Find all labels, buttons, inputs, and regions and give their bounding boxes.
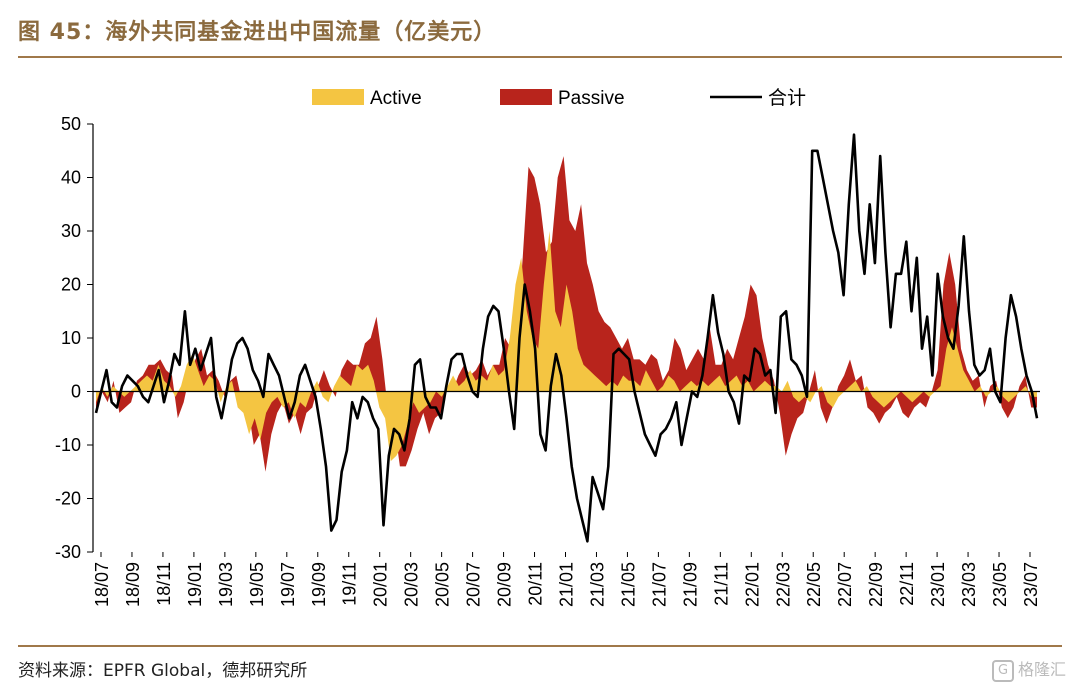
- x-tick-label: 23/05: [990, 562, 1010, 607]
- x-tick-label: 19/05: [247, 562, 267, 607]
- y-tick-label: 20: [61, 275, 81, 295]
- top-rule: [18, 56, 1062, 58]
- series-line-total: [94, 133, 1039, 543]
- flow-chart: Active Passive 合计 -30 -20 -10 0 10 20 30 40 50 18/0…: [55, 87, 1041, 607]
- bottom-rule: [18, 645, 1062, 647]
- legend-swatch-1: [500, 89, 552, 105]
- legend-label-2: 合计: [768, 87, 806, 109]
- x-tick-label: 22/01: [742, 562, 762, 607]
- series-area-active: [96, 231, 1037, 462]
- x-tick-label: 20/03: [402, 562, 422, 607]
- x-tick-label: 21/11: [711, 562, 731, 606]
- legend-label-1: Passive: [558, 88, 625, 109]
- line-layer: [94, 133, 1039, 543]
- x-tick-label: 22/07: [835, 562, 855, 607]
- source-note: 资料来源：EPFR Global，德邦研究所: [18, 661, 308, 681]
- y-tick-label: 30: [61, 221, 81, 241]
- x-tick-label: 23/03: [959, 562, 979, 607]
- legend-swatch-0: [312, 89, 364, 105]
- axes-layer: -30 -20 -10 0 10 20 30 40 50 18/07 18/09 18/11 19/01…: [55, 114, 1041, 607]
- x-tick-label: 22/09: [866, 562, 886, 607]
- x-tick-label: 20/07: [464, 562, 484, 607]
- x-tick-label: 21/07: [649, 562, 669, 607]
- x-tick-label: 21/05: [618, 562, 638, 607]
- x-tick-label: 20/01: [371, 562, 391, 607]
- x-tick-label: 20/11: [526, 562, 546, 606]
- x-tick-label: 21/01: [557, 562, 577, 607]
- y-tick-label: 50: [61, 114, 81, 134]
- y-tick-label: 0: [71, 382, 81, 402]
- figure-title: 图 45：海外共同基金进出中国流量（亿美元）: [18, 20, 497, 45]
- x-tick-label: 22/03: [773, 562, 793, 607]
- watermark-text: 格隆汇: [1017, 660, 1066, 679]
- y-tick-label: 40: [61, 168, 81, 188]
- x-tick-label: 22/05: [804, 562, 824, 607]
- x-tick-label: 18/09: [123, 562, 143, 607]
- x-tick-label: 22/11: [897, 562, 917, 606]
- y-tick-label: 10: [61, 328, 81, 348]
- y-tick-label: -30: [55, 542, 81, 562]
- watermark-logo-icon: G: [991, 659, 1014, 682]
- legend-label-0: Active: [370, 88, 422, 109]
- x-tick-label: 19/03: [216, 562, 236, 607]
- x-tick-label: 23/07: [1021, 562, 1041, 607]
- x-tick-label: 21/09: [680, 562, 700, 607]
- x-tick-label: 21/03: [587, 562, 607, 607]
- x-tick-label: 20/09: [495, 562, 515, 607]
- x-tick-label: 19/01: [185, 562, 205, 607]
- area-layer: [96, 156, 1037, 472]
- x-tick-label: 19/09: [309, 562, 329, 607]
- chart-legend: Active Passive 合计: [312, 87, 806, 109]
- x-tick-label: 20/05: [433, 562, 453, 607]
- y-tick-label: -10: [55, 435, 81, 455]
- watermark: G 格隆汇: [991, 656, 1066, 682]
- x-tick-label: 19/07: [278, 562, 298, 607]
- x-tick-label: 19/11: [340, 562, 360, 606]
- x-tick-label: 18/07: [92, 562, 112, 607]
- x-tick-label: 23/01: [928, 562, 948, 607]
- y-tick-label: -20: [55, 489, 81, 509]
- x-tick-label: 18/11: [154, 562, 174, 606]
